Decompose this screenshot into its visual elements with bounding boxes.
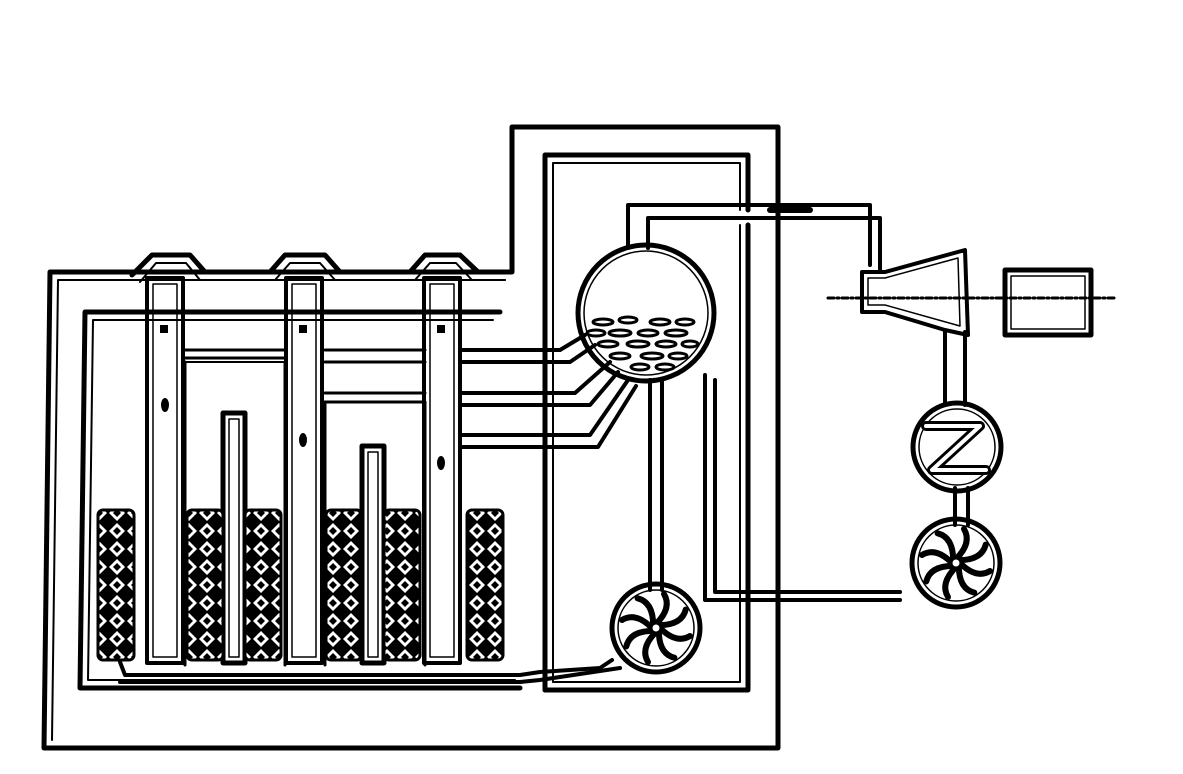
fuel-assembly [243,508,283,662]
turbine [860,248,970,337]
feedwater-pump [909,516,1003,610]
fuel-assembly [465,508,505,662]
generator [1002,267,1094,338]
fuel-assembly [96,508,136,662]
condensate-line [943,330,970,527]
channel-markers [160,325,445,470]
riser-pipes [458,333,638,449]
bubbles [585,315,700,372]
main-circulation-pump [609,581,703,675]
fuel-assembly [324,508,364,662]
steam-drum [575,242,717,384]
downcomer-loop [118,373,902,684]
steam-line [626,203,882,272]
channel-caps [129,252,511,283]
headers [183,348,427,667]
fuel-assembly [382,508,422,662]
condenser [910,400,1004,494]
fuel-assembly [185,508,225,662]
fuel-assemblies [96,508,505,662]
